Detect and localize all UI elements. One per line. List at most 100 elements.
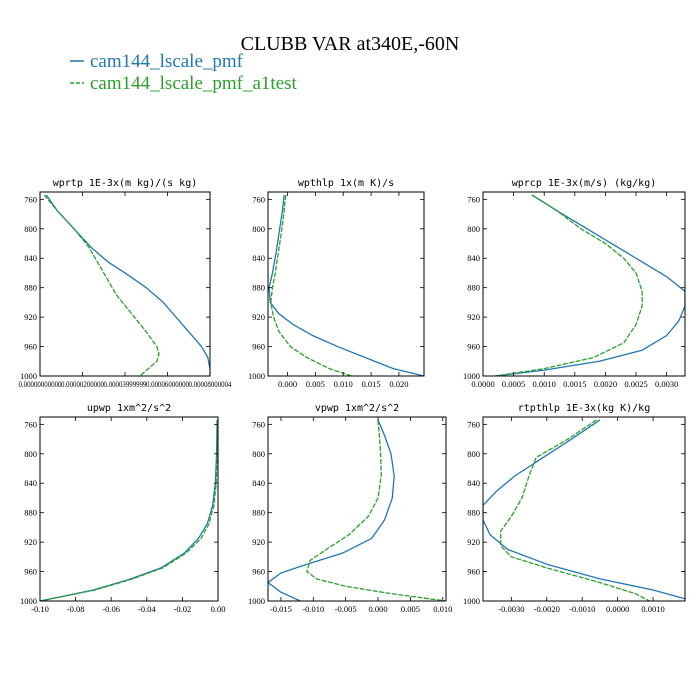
panel-frame-2: [482, 191, 686, 377]
xtick-label-0-3: 0.00006000000: [146, 379, 189, 389]
ytick-label-4-1: 800: [252, 449, 265, 459]
series-line-2-0: [495, 194, 685, 376]
xtick-label-1-0: 0.000: [278, 379, 297, 389]
ytick-label-0-0: 760: [24, 194, 37, 204]
ytick-label-3-1: 800: [24, 449, 37, 459]
xtick-label-0-2: 0.00003999999: [104, 379, 147, 389]
figure-title: CLUBB VAR at340E,-60N: [241, 33, 460, 55]
xtick-label-5-4: 0.0010: [641, 604, 664, 614]
panel-title-2: wprcp 1E-3x(m/s) (kg/kg): [512, 178, 657, 189]
xtick-label-4-0: -0.015: [270, 604, 292, 614]
legend-label-1: cam144_lscale_pmf_a1test: [90, 73, 298, 94]
series-line-1-0: [268, 194, 424, 376]
xtick-label-4-4: 0.005: [401, 604, 420, 614]
xtick-label-3-4: -0.02: [174, 604, 192, 614]
xtick-label-2-2: 0.0010: [533, 379, 556, 389]
series-line-5-0: [483, 419, 685, 601]
xtick-label-1-2: 0.010: [334, 379, 353, 389]
ytick-label-0-6: 1000: [20, 371, 37, 381]
ytick-label-4-0: 760: [252, 419, 265, 429]
xtick-label-2-0: 0.0000: [471, 379, 494, 389]
ytick-label-3-6: 1000: [20, 596, 37, 606]
xtick-label-3-2: -0.06: [102, 604, 120, 614]
ytick-label-0-3: 880: [24, 283, 37, 293]
ytick-label-3-5: 960: [24, 567, 37, 577]
xtick-label-5-2: -0.0010: [569, 604, 595, 614]
ytick-label-5-2: 840: [467, 478, 480, 488]
xtick-label-1-1: 0.005: [306, 379, 325, 389]
xtick-label-2-5: 0.0025: [624, 379, 647, 389]
ytick-label-3-4: 920: [24, 537, 37, 547]
panel-title-3: upwp 1xm^2/s^2: [87, 403, 171, 414]
series-line-0-1: [43, 194, 160, 376]
ytick-label-0-4: 920: [24, 312, 37, 322]
series-line-4-0: [268, 419, 395, 601]
panel-title-1: wpthlp 1x(m K)/s: [298, 178, 394, 189]
xtick-label-0-1: 0.00000200000: [61, 379, 104, 389]
xtick-label-3-5: 0.00: [211, 604, 226, 614]
ytick-label-1-2: 840: [252, 253, 265, 263]
ytick-label-5-6: 1000: [463, 596, 480, 606]
xtick-label-4-3: 0.000: [368, 604, 387, 614]
xtick-label-5-3: 0.0000: [606, 604, 629, 614]
ytick-label-2-3: 880: [467, 283, 480, 293]
xtick-label-1-3: 0.015: [362, 379, 381, 389]
ytick-label-2-1: 800: [467, 224, 480, 234]
ytick-label-1-6: 1000: [248, 371, 265, 381]
ytick-label-3-2: 840: [24, 478, 37, 488]
ytick-label-5-5: 960: [467, 567, 480, 577]
xtick-label-2-3: 0.0015: [563, 379, 586, 389]
xtick-label-3-0: -0.10: [31, 604, 49, 614]
ytick-label-1-0: 760: [252, 194, 265, 204]
panels: wprtp 1E-3x(m kg)/(s kg) 760 800 840 880 920 9…: [19, 178, 686, 614]
panel-4: vpwp 1xm^2/s^2 760 800 840 880 920 960 1000 -0.0…: [248, 403, 452, 614]
ytick-label-4-2: 840: [252, 478, 265, 488]
ytick-label-1-3: 880: [252, 283, 265, 293]
xtick-label-1-4: 0.020: [389, 379, 408, 389]
ytick-label-5-4: 920: [467, 537, 480, 547]
xtick-label-3-3: -0.04: [138, 604, 156, 614]
panel-title-0: wprtp 1E-3x(m kg)/(s kg): [53, 178, 198, 189]
series-line-4-1: [306, 419, 446, 601]
xtick-label-5-0: -0.0030: [498, 604, 524, 614]
ytick-label-5-3: 880: [467, 508, 480, 518]
ytick-label-4-3: 880: [252, 508, 265, 518]
ytick-label-2-5: 960: [467, 342, 480, 352]
panel-title-5: rtpthlp 1E-3x(kg K)/kg: [518, 403, 650, 414]
ytick-label-1-4: 920: [252, 312, 265, 322]
panel-1: wpthlp 1x(m K)/s 760 800 840 880 920 960 1000 0.…: [248, 178, 425, 389]
panel-frame-4: [267, 416, 447, 602]
ytick-label-4-5: 960: [252, 567, 265, 577]
series-line-3-1: [40, 419, 218, 601]
panel-frame-1: [267, 191, 425, 377]
ytick-label-2-6: 1000: [463, 371, 480, 381]
xtick-label-4-1: -0.010: [302, 604, 324, 614]
ytick-label-4-4: 920: [252, 537, 265, 547]
panel-title-4: vpwp 1xm^2/s^2: [315, 403, 399, 414]
series-line-2-1: [495, 194, 643, 376]
ytick-label-0-2: 840: [24, 253, 37, 263]
ytick-label-5-0: 760: [467, 419, 480, 429]
xtick-label-4-5: 0.010: [433, 604, 452, 614]
xtick-label-2-4: 0.0020: [594, 379, 617, 389]
ytick-label-1-1: 800: [252, 224, 265, 234]
legend-label-0: cam144_lscale_pmf: [90, 51, 244, 72]
panel-frame-3: [39, 416, 219, 602]
ytick-label-4-6: 1000: [248, 596, 265, 606]
panel-3: upwp 1xm^2/s^2 760 800 840 880 920 960 1000-0.1…: [20, 403, 225, 614]
xtick-label-2-6: 0.0030: [655, 379, 678, 389]
ytick-label-3-3: 880: [24, 508, 37, 518]
xtick-label-3-1: -0.08: [67, 604, 85, 614]
ytick-label-3-0: 760: [24, 419, 37, 429]
legend: cam144_lscale_pmfcam144_lscale_pmf_a1tes…: [70, 51, 298, 94]
xtick-label-0-4: 0.00008000004: [189, 379, 233, 389]
panel-5: rtpthlp 1E-3x(kg K)/kg 760 800 840 880 920 960…: [463, 403, 686, 614]
series-line-5-1: [500, 419, 650, 601]
xtick-label-5-1: -0.0020: [534, 604, 560, 614]
ytick-label-2-0: 760: [467, 194, 480, 204]
ytick-label-2-2: 840: [467, 253, 480, 263]
xtick-label-4-2: -0.005: [335, 604, 357, 614]
series-line-1-1: [270, 194, 352, 376]
